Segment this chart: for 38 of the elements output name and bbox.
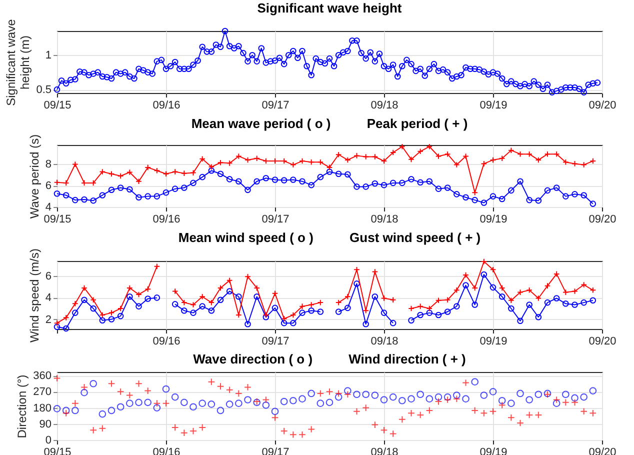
y-tick-label: 0.5	[36, 84, 52, 96]
x-tick-label: 09/16	[152, 214, 180, 226]
x-tick-label: 09/20	[588, 214, 616, 226]
chart-title: Significant wave height	[257, 0, 402, 16]
y-tick-label: 0	[45, 434, 52, 446]
x-tick-label: 09/19	[480, 336, 508, 348]
y-axis-title: Significant wave height (m)	[4, 18, 32, 106]
y-tick-label: 360	[33, 370, 52, 382]
x-tick-label: 09/18	[370, 100, 398, 112]
x-tick-label: 09/16	[152, 336, 180, 348]
x-tick-label: 09/20	[588, 336, 616, 348]
y-axis-title: Wind speed (m/s)	[27, 248, 42, 343]
y-axis-title: Direction (°)	[15, 374, 30, 438]
y-tick-label: 4	[45, 292, 52, 304]
x-tick-label: 09/17	[262, 100, 290, 112]
y-tick-label: 2	[45, 314, 52, 326]
x-tick-label: 09/15	[44, 100, 72, 112]
x-tick-label: 09/18	[370, 214, 398, 226]
x-tick-label: 09/17	[262, 336, 290, 348]
chart-title: Mean wind speed ( o ) Gust wind speed ( + )	[178, 230, 481, 245]
x-tick-label: 09/17	[262, 214, 290, 226]
x-tick-label: 09/19	[480, 214, 508, 226]
y-axis-title: Wave period (s)	[27, 134, 42, 219]
chart-title: Wave direction ( o ) Wind direction ( + )	[193, 352, 466, 367]
y-tick-label: 270	[33, 386, 52, 398]
chart-title: Mean wave period ( o ) Peak period ( + )	[191, 116, 468, 131]
x-tick-label: 09/15	[44, 214, 72, 226]
y-tick-label: 4	[45, 202, 52, 214]
y-tick-label: 90	[39, 418, 52, 430]
y-tick-label: 180	[33, 402, 52, 414]
x-tick-label: 09/19	[480, 100, 508, 112]
y-tick-label: 6	[45, 180, 52, 192]
y-tick-label: 8	[45, 158, 52, 171]
y-tick-label: 1	[45, 50, 52, 62]
x-tick-label: 09/16	[152, 100, 180, 112]
x-tick-label: 09/20	[588, 100, 616, 112]
y-tick-label: 6	[45, 270, 52, 283]
x-tick-label: 09/18	[370, 336, 398, 348]
